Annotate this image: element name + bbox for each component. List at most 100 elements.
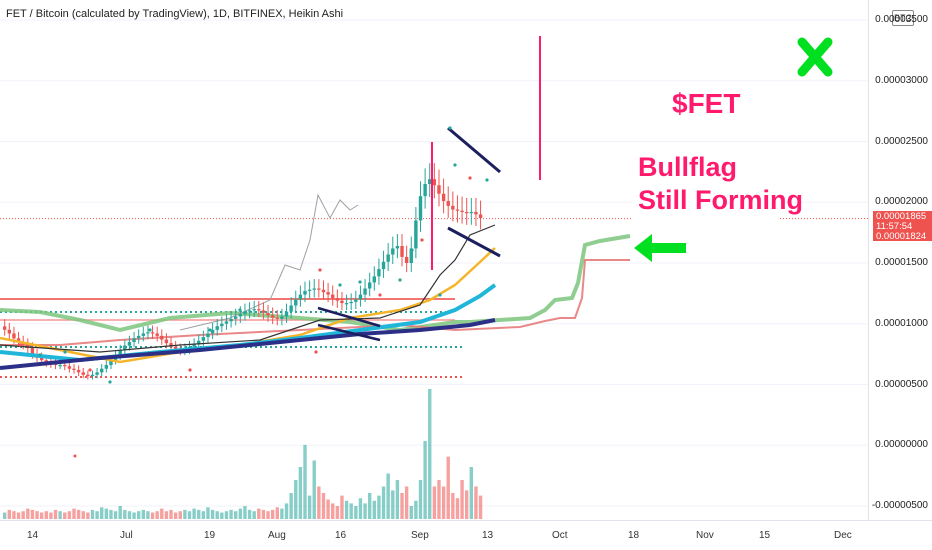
volume-bar xyxy=(127,511,132,519)
candle-body xyxy=(284,311,289,317)
candle-body xyxy=(423,184,427,197)
time-tick-label: 14 xyxy=(27,530,39,541)
volume-bar xyxy=(275,507,279,519)
candle-body xyxy=(312,288,316,290)
candle-body xyxy=(372,276,376,283)
td-marker xyxy=(378,293,382,297)
volume-bar xyxy=(44,511,48,519)
candle-body xyxy=(220,323,224,327)
volume-bar xyxy=(400,493,404,519)
candle-body xyxy=(141,333,145,336)
ema-black-line xyxy=(0,224,496,353)
volume-bar xyxy=(303,444,307,519)
volume-bar xyxy=(72,508,76,519)
candle-body xyxy=(474,211,478,215)
current-price-label: 0.00001865 xyxy=(876,211,927,222)
volume-bar xyxy=(7,509,12,519)
volume-bar xyxy=(113,511,118,519)
candle-body xyxy=(224,321,229,324)
candle-body xyxy=(30,348,35,355)
time-tick-label: 15 xyxy=(759,530,771,541)
volume-bar xyxy=(76,509,81,519)
td-marker xyxy=(358,280,362,284)
volume-bar xyxy=(321,493,326,519)
td-marker xyxy=(63,350,67,354)
td-marker xyxy=(314,350,318,354)
volume-bar xyxy=(326,499,330,519)
candle-body xyxy=(307,289,312,291)
candle-body xyxy=(335,298,340,301)
price-tick-label: 0.00000000 xyxy=(875,439,928,451)
candle-body xyxy=(136,335,141,339)
volume-bar xyxy=(270,509,275,519)
candle-body xyxy=(451,205,455,210)
volume-bar xyxy=(123,509,127,519)
candle-body xyxy=(26,344,30,349)
time-tick-label: 19 xyxy=(204,530,216,541)
candle-body xyxy=(160,335,164,340)
volume-bar xyxy=(39,512,44,519)
candle-body xyxy=(437,185,441,194)
candle-body xyxy=(428,179,432,185)
candle-body xyxy=(229,318,233,322)
volume-bar xyxy=(358,498,363,519)
candle-body xyxy=(127,341,132,346)
volume-bar xyxy=(432,486,437,519)
volume-bar xyxy=(257,508,261,519)
volume-bar xyxy=(317,486,321,519)
volume-bar xyxy=(49,512,53,519)
volume-bar xyxy=(136,511,141,519)
candle-body xyxy=(123,345,127,351)
candle-body xyxy=(12,333,16,339)
volume-bar xyxy=(183,509,187,519)
candle-body xyxy=(266,312,270,316)
candle-body xyxy=(391,248,395,255)
volume-bar xyxy=(298,467,303,519)
td-marker xyxy=(188,368,192,372)
candle-body xyxy=(247,310,252,312)
candle-body xyxy=(146,332,150,334)
candle-body xyxy=(358,294,363,300)
volume-bar xyxy=(284,503,289,519)
green-left-arrow-icon xyxy=(634,234,686,262)
volume-bar xyxy=(386,473,390,519)
volume-bar xyxy=(30,509,35,519)
candle-body xyxy=(289,305,293,312)
volume-bar xyxy=(90,509,95,519)
bullflag-annotation[interactable]: Bullflag Still Forming xyxy=(632,147,803,223)
candle-body xyxy=(469,211,474,214)
volume-bar xyxy=(63,512,67,519)
volume-bar xyxy=(294,480,298,519)
currency-badge[interactable]: BTC xyxy=(892,10,914,26)
volume-bar xyxy=(187,511,192,519)
chart-title: FET / Bitcoin (calculated by TradingView… xyxy=(6,8,344,20)
volume-bar xyxy=(146,511,150,519)
td-marker xyxy=(438,293,442,297)
price-tick-label: 0.00003000 xyxy=(875,74,928,86)
ema-navy-line xyxy=(0,318,496,370)
volume-bar xyxy=(331,503,335,519)
td-marker xyxy=(73,454,77,458)
bullflag-line1: Bullflag xyxy=(638,152,737,182)
volume-bar xyxy=(118,506,122,519)
time-tick-label: 16 xyxy=(335,530,347,541)
candle-body xyxy=(349,301,353,304)
candle-body xyxy=(150,332,155,334)
ticker-annotation[interactable]: $FET xyxy=(672,82,740,125)
td-marker xyxy=(398,278,402,282)
candle-body xyxy=(418,196,423,221)
volume-bar xyxy=(247,509,252,519)
volume-bar xyxy=(363,503,367,519)
volume-bar xyxy=(465,490,469,519)
volume-bar xyxy=(3,512,7,519)
volume-bar xyxy=(220,512,224,519)
candle-body xyxy=(132,338,136,342)
price-tick-label: 0.00000500 xyxy=(875,378,928,390)
candle-body xyxy=(90,374,95,376)
volume-bar xyxy=(455,498,460,519)
candle-body xyxy=(257,309,261,311)
volume-bar xyxy=(280,508,284,519)
td-marker xyxy=(453,163,457,167)
bullflag-line2: Still Forming xyxy=(638,185,803,215)
